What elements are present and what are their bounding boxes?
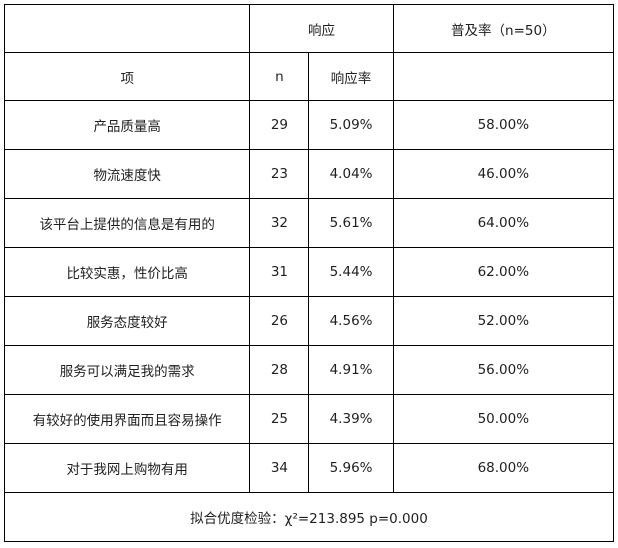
item-cell: 产品质量高	[3, 100, 251, 150]
header-empty-cell	[3, 4, 251, 53]
table-row: 该平台上提供的信息是有用的 32 5.61% 64.00%	[3, 198, 615, 248]
header-row-1: 响应 普及率（n=50）	[3, 4, 615, 53]
item-cell: 比较实惠，性价比高	[3, 247, 251, 297]
item-cell: 服务可以满足我的需求	[3, 345, 251, 395]
penetration-cell: 50.00%	[392, 394, 615, 444]
table-container: 响应 普及率（n=50） 项 n 响应率 产品质量高 29 5.09% 58.0…	[3, 4, 615, 542]
item-cell: 物流速度快	[3, 149, 251, 199]
item-cell: 对于我网上购物有用	[3, 443, 251, 493]
header-rate: 响应率	[308, 52, 394, 101]
rate-cell: 5.09%	[308, 100, 394, 150]
table-row: 有较好的使用界面而且容易操作 25 4.39% 50.00%	[3, 394, 615, 444]
n-cell: 26	[249, 296, 310, 346]
rate-cell: 4.56%	[308, 296, 394, 346]
penetration-cell: 58.00%	[392, 100, 615, 150]
rate-cell: 5.61%	[308, 198, 394, 248]
table-row: 比较实惠，性价比高 31 5.44% 62.00%	[3, 247, 615, 297]
header-penetration: 普及率（n=50）	[392, 4, 615, 53]
n-cell: 32	[249, 198, 310, 248]
goodness-of-fit-note: 拟合优度检验：χ²=213.895 p=0.000	[4, 492, 614, 542]
header-item: 项	[3, 52, 251, 101]
n-cell: 29	[249, 100, 310, 150]
penetration-cell: 52.00%	[392, 296, 615, 346]
table-row: 服务态度较好 26 4.56% 52.00%	[3, 296, 615, 346]
n-cell: 25	[249, 394, 310, 444]
rate-cell: 4.04%	[308, 149, 394, 199]
penetration-cell: 46.00%	[392, 149, 615, 199]
n-cell: 34	[249, 443, 310, 493]
penetration-cell: 56.00%	[392, 345, 615, 395]
item-cell: 该平台上提供的信息是有用的	[3, 198, 251, 248]
header-response: 响应	[249, 4, 394, 53]
n-cell: 23	[249, 149, 310, 199]
n-cell: 31	[249, 247, 310, 297]
header-row-2: 项 n 响应率	[3, 52, 615, 101]
table-row: 物流速度快 23 4.04% 46.00%	[3, 149, 615, 199]
table-row: 对于我网上购物有用 34 5.96% 68.00%	[3, 443, 615, 493]
footer-row: 拟合优度检验：χ²=213.895 p=0.000	[4, 492, 614, 542]
rate-cell: 4.39%	[308, 394, 394, 444]
rate-cell: 5.96%	[308, 443, 394, 493]
penetration-cell: 62.00%	[392, 247, 615, 297]
item-cell: 有较好的使用界面而且容易操作	[3, 394, 251, 444]
header-penetration-blank	[392, 52, 615, 101]
table-row: 服务可以满足我的需求 28 4.91% 56.00%	[3, 345, 615, 395]
penetration-cell: 64.00%	[392, 198, 615, 248]
header-n: n	[249, 52, 310, 101]
item-cell: 服务态度较好	[3, 296, 251, 346]
response-table: 响应 普及率（n=50） 项 n 响应率 产品质量高 29 5.09% 58.0…	[3, 4, 615, 542]
penetration-cell: 68.00%	[392, 443, 615, 493]
rate-cell: 5.44%	[308, 247, 394, 297]
n-cell: 28	[249, 345, 310, 395]
table-row: 产品质量高 29 5.09% 58.00%	[3, 100, 615, 150]
rate-cell: 4.91%	[308, 345, 394, 395]
